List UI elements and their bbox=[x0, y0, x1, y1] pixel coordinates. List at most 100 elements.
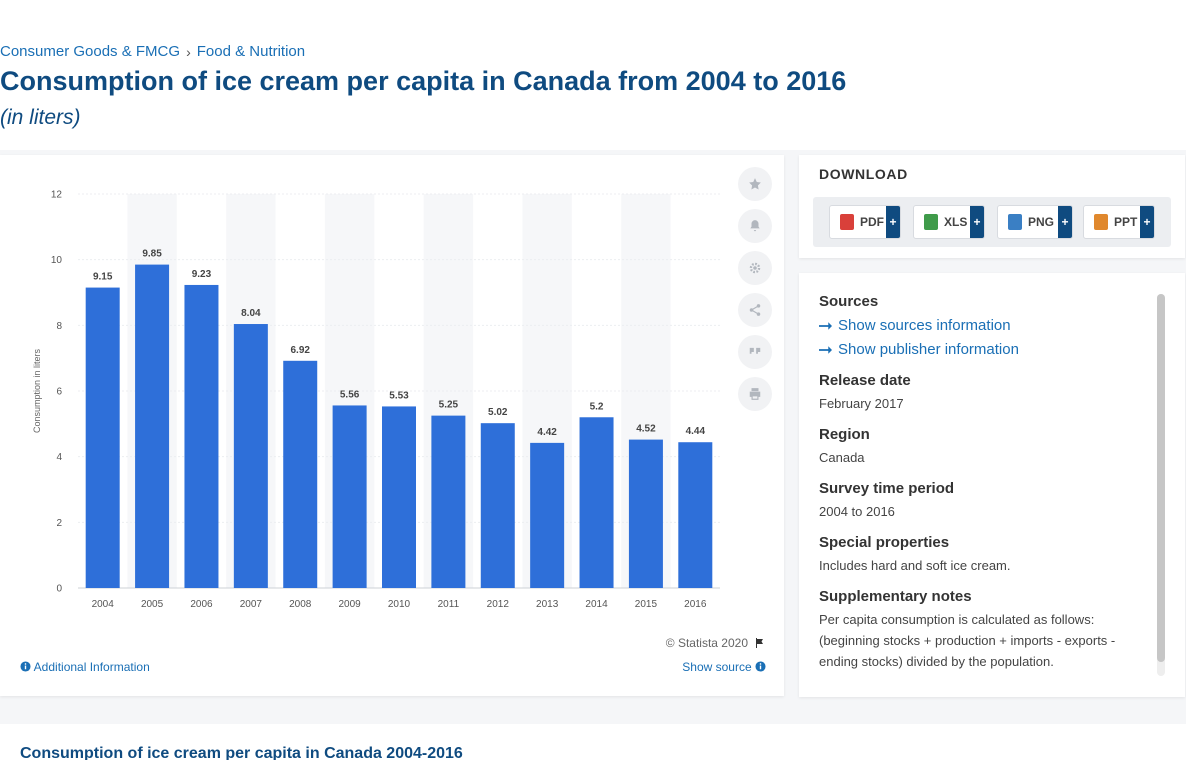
data-label: 5.25 bbox=[439, 400, 459, 411]
show-publisher-label: Show publisher information bbox=[838, 341, 1019, 358]
data-label: 4.42 bbox=[537, 427, 557, 438]
print-icon[interactable] bbox=[738, 377, 772, 411]
info-scrollbar[interactable] bbox=[1157, 294, 1165, 676]
description-title: Consumption of ice cream per capita in C… bbox=[20, 745, 463, 760]
page-title: Consumption of ice cream per capita in C… bbox=[0, 66, 847, 96]
download-xls-button[interactable]: XLS + bbox=[913, 205, 985, 239]
bar bbox=[135, 264, 170, 588]
x-tick-label: 2011 bbox=[438, 599, 460, 610]
description-card: Consumption of ice cream per capita in C… bbox=[0, 724, 1186, 760]
chart-copyright: © Statista 2020 bbox=[666, 636, 766, 650]
x-tick-label: 2007 bbox=[240, 599, 263, 610]
region-value: Canada bbox=[819, 450, 865, 465]
breadcrumb-item-food-nutrition[interactable]: Food & Nutrition bbox=[196, 43, 306, 60]
additional-information-link[interactable]: Additional Information bbox=[20, 660, 150, 674]
x-tick-label: 2005 bbox=[141, 599, 164, 610]
download-pdf-plus: + bbox=[886, 206, 900, 238]
star-icon[interactable] bbox=[738, 167, 772, 201]
show-sources-link[interactable]: Show sources information bbox=[819, 314, 1154, 338]
y-tick-label: 8 bbox=[56, 321, 62, 332]
bar bbox=[382, 406, 416, 588]
gear-icon[interactable] bbox=[738, 251, 772, 285]
download-xls-plus: + bbox=[970, 206, 984, 238]
info-icon bbox=[755, 661, 766, 672]
survey-period-value: 2004 to 2016 bbox=[819, 504, 895, 519]
download-ppt-button[interactable]: PPT + bbox=[1083, 205, 1155, 239]
chart-actions bbox=[738, 167, 772, 419]
copyright-text: © Statista 2020 bbox=[665, 636, 748, 650]
download-ppt-label: PPT bbox=[1114, 215, 1138, 229]
breadcrumb-item-consumer-goods[interactable]: Consumer Goods & FMCG bbox=[0, 43, 181, 60]
release-date-value: February 2017 bbox=[819, 396, 904, 411]
x-tick-label: 2006 bbox=[190, 599, 213, 610]
special-properties-heading: Special properties bbox=[819, 534, 950, 551]
share-icon[interactable] bbox=[738, 293, 772, 327]
bar-chart: 0 2 4 6 8 10 12 Consumption in liters 9.15 2004 9.… bbox=[32, 190, 720, 610]
x-tick-label: 2009 bbox=[338, 599, 361, 610]
data-label: 4.52 bbox=[636, 424, 656, 435]
show-publisher-link[interactable]: Show publisher information bbox=[819, 338, 1154, 362]
show-source-label: Show source bbox=[682, 660, 752, 674]
y-axis-label: Consumption in liters bbox=[32, 348, 42, 433]
breadcrumb: Consumer Goods & FMCG › Food & Nutrition bbox=[0, 43, 305, 60]
breadcrumb-separator: › bbox=[186, 43, 191, 60]
x-tick-label: 2010 bbox=[388, 599, 411, 610]
flag-icon[interactable] bbox=[754, 637, 766, 649]
bar bbox=[431, 415, 466, 588]
page-subtitle: (in liters) bbox=[0, 106, 81, 129]
data-label: 5.02 bbox=[488, 407, 508, 418]
download-buttons: PDF + XLS + PNG + PPT + bbox=[813, 197, 1171, 247]
bar bbox=[332, 405, 367, 588]
download-title: DOWNLOAD bbox=[819, 166, 908, 182]
y-tick-label: 6 bbox=[56, 387, 62, 398]
data-label: 9.23 bbox=[192, 269, 212, 280]
x-tick-label: 2012 bbox=[487, 599, 510, 610]
bar bbox=[480, 423, 515, 588]
bar bbox=[184, 284, 219, 588]
pdf-file-icon bbox=[840, 214, 854, 230]
special-properties-value: Includes hard and soft ice cream. bbox=[819, 558, 1011, 573]
supplementary-notes-heading: Supplementary notes bbox=[819, 588, 972, 605]
download-pdf-label: PDF bbox=[860, 215, 884, 229]
release-date-heading: Release date bbox=[819, 372, 911, 389]
y-tick-label: 12 bbox=[51, 190, 63, 201]
y-tick-label: 2 bbox=[56, 518, 62, 529]
supplementary-notes-value: Per capita consumption is calculated as … bbox=[819, 612, 1116, 669]
arrow-right-icon bbox=[819, 322, 832, 330]
png-file-icon bbox=[1008, 214, 1022, 230]
info-scrollbar-thumb[interactable] bbox=[1157, 294, 1165, 662]
bar bbox=[233, 324, 268, 588]
show-sources-label: Show sources information bbox=[838, 317, 1011, 334]
data-label: 5.2 bbox=[590, 401, 604, 412]
data-label: 5.53 bbox=[389, 390, 409, 401]
download-png-plus: + bbox=[1058, 206, 1072, 238]
download-card: DOWNLOAD PDF + XLS + PNG + PPT + bbox=[799, 155, 1185, 258]
x-tick-label: 2016 bbox=[684, 599, 707, 610]
bar bbox=[85, 287, 120, 588]
download-png-button[interactable]: PNG + bbox=[997, 205, 1073, 239]
ppt-file-icon bbox=[1094, 214, 1108, 230]
bell-icon[interactable] bbox=[738, 209, 772, 243]
show-source-link[interactable]: Show source bbox=[682, 660, 766, 674]
download-pdf-button[interactable]: PDF + bbox=[829, 205, 901, 239]
y-tick-label: 10 bbox=[51, 255, 63, 266]
region-heading: Region bbox=[819, 426, 870, 443]
download-ppt-plus: + bbox=[1140, 206, 1154, 238]
survey-period-heading: Survey time period bbox=[819, 480, 955, 497]
bar bbox=[579, 417, 614, 588]
additional-information-label: Additional Information bbox=[33, 660, 150, 674]
x-tick-label: 2014 bbox=[585, 599, 608, 610]
xls-file-icon bbox=[924, 214, 938, 230]
data-label: 6.92 bbox=[290, 345, 310, 356]
quote-icon[interactable] bbox=[738, 335, 772, 369]
bar bbox=[678, 442, 713, 588]
download-xls-label: XLS bbox=[944, 215, 968, 229]
x-tick-label: 2004 bbox=[92, 599, 115, 610]
statistic-info-card: Sources Show sources information Show pu… bbox=[799, 273, 1185, 697]
y-tick-label: 4 bbox=[56, 452, 62, 463]
info-scroll-area[interactable]: Sources Show sources information Show pu… bbox=[819, 293, 1154, 675]
data-label: 8.04 bbox=[241, 308, 261, 319]
y-tick-label: 0 bbox=[56, 584, 62, 595]
bar bbox=[628, 439, 663, 588]
arrow-right-icon bbox=[819, 346, 832, 354]
